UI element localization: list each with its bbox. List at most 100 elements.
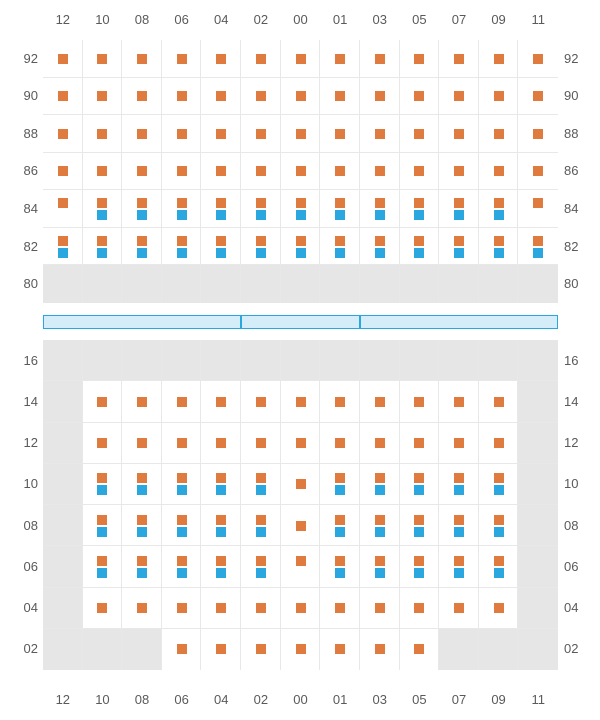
seat-marker[interactable]	[335, 129, 345, 139]
seat-marker[interactable]	[375, 129, 385, 139]
seat-marker[interactable]	[414, 644, 424, 654]
seat-marker[interactable]	[414, 603, 424, 613]
seat-marker[interactable]	[296, 644, 306, 654]
seat-marker[interactable]	[137, 91, 147, 101]
seat-marker[interactable]	[216, 473, 226, 483]
seat-marker[interactable]	[296, 91, 306, 101]
seat-marker[interactable]	[256, 397, 266, 407]
seat-marker[interactable]	[256, 91, 266, 101]
seat-marker[interactable]	[494, 556, 504, 566]
seat-marker[interactable]	[533, 236, 543, 246]
seat-marker[interactable]	[177, 603, 187, 613]
seat-marker[interactable]	[216, 644, 226, 654]
seat-marker[interactable]	[454, 473, 464, 483]
seat-marker[interactable]	[177, 527, 187, 537]
seat-marker[interactable]	[494, 210, 504, 220]
seat-marker[interactable]	[454, 166, 464, 176]
seat-marker[interactable]	[177, 198, 187, 208]
seat-marker[interactable]	[137, 603, 147, 613]
seat-marker[interactable]	[256, 198, 266, 208]
seat-marker[interactable]	[414, 485, 424, 495]
seat-marker[interactable]	[137, 397, 147, 407]
seat-marker[interactable]	[414, 54, 424, 64]
seat-marker[interactable]	[296, 479, 306, 489]
seat-marker[interactable]	[375, 397, 385, 407]
seat-marker[interactable]	[296, 438, 306, 448]
seat-marker[interactable]	[335, 438, 345, 448]
seat-marker[interactable]	[256, 166, 266, 176]
seat-marker[interactable]	[97, 54, 107, 64]
seat-marker[interactable]	[414, 515, 424, 525]
seat-marker[interactable]	[335, 556, 345, 566]
seat-marker[interactable]	[137, 166, 147, 176]
seat-marker[interactable]	[335, 397, 345, 407]
seat-marker[interactable]	[494, 397, 504, 407]
seat-marker[interactable]	[216, 527, 226, 537]
seat-marker[interactable]	[256, 473, 266, 483]
seat-marker[interactable]	[375, 438, 385, 448]
seat-marker[interactable]	[335, 54, 345, 64]
seat-marker[interactable]	[414, 556, 424, 566]
seat-marker[interactable]	[137, 236, 147, 246]
seat-marker[interactable]	[454, 485, 464, 495]
seat-marker[interactable]	[216, 248, 226, 258]
seat-marker[interactable]	[296, 556, 306, 566]
seat-marker[interactable]	[97, 556, 107, 566]
seat-marker[interactable]	[177, 438, 187, 448]
seat-marker[interactable]	[375, 644, 385, 654]
seat-marker[interactable]	[414, 236, 424, 246]
seat-marker[interactable]	[256, 236, 266, 246]
seat-marker[interactable]	[137, 248, 147, 258]
seat-marker[interactable]	[296, 210, 306, 220]
seat-marker[interactable]	[533, 248, 543, 258]
seat-marker[interactable]	[137, 438, 147, 448]
seat-marker[interactable]	[375, 210, 385, 220]
seat-marker[interactable]	[375, 556, 385, 566]
seat-marker[interactable]	[454, 397, 464, 407]
seat-marker[interactable]	[454, 515, 464, 525]
seat-marker[interactable]	[454, 438, 464, 448]
seat-marker[interactable]	[216, 210, 226, 220]
seat-marker[interactable]	[97, 198, 107, 208]
seat-marker[interactable]	[137, 198, 147, 208]
seat-marker[interactable]	[296, 166, 306, 176]
seat-marker[interactable]	[494, 166, 504, 176]
seat-marker[interactable]	[216, 515, 226, 525]
seat-marker[interactable]	[494, 438, 504, 448]
seat-marker[interactable]	[375, 568, 385, 578]
seat-marker[interactable]	[137, 556, 147, 566]
seat-marker[interactable]	[296, 521, 306, 531]
seat-marker[interactable]	[375, 473, 385, 483]
seat-marker[interactable]	[454, 527, 464, 537]
seat-marker[interactable]	[375, 91, 385, 101]
seat-marker[interactable]	[335, 568, 345, 578]
seat-marker[interactable]	[256, 527, 266, 537]
seat-marker[interactable]	[137, 210, 147, 220]
seat-marker[interactable]	[414, 527, 424, 537]
seat-marker[interactable]	[335, 210, 345, 220]
seat-marker[interactable]	[216, 166, 226, 176]
seat-marker[interactable]	[97, 473, 107, 483]
seat-marker[interactable]	[533, 166, 543, 176]
seat-marker[interactable]	[256, 485, 266, 495]
seat-marker[interactable]	[335, 236, 345, 246]
seat-marker[interactable]	[177, 54, 187, 64]
seat-marker[interactable]	[454, 54, 464, 64]
seat-marker[interactable]	[494, 54, 504, 64]
seat-marker[interactable]	[494, 527, 504, 537]
seat-marker[interactable]	[335, 91, 345, 101]
seat-marker[interactable]	[414, 397, 424, 407]
seat-marker[interactable]	[494, 568, 504, 578]
seat-marker[interactable]	[58, 129, 68, 139]
seat-marker[interactable]	[454, 210, 464, 220]
seat-marker[interactable]	[454, 568, 464, 578]
seat-marker[interactable]	[335, 248, 345, 258]
seat-marker[interactable]	[216, 556, 226, 566]
seat-marker[interactable]	[216, 129, 226, 139]
seat-marker[interactable]	[375, 166, 385, 176]
seat-marker[interactable]	[58, 91, 68, 101]
seat-marker[interactable]	[335, 166, 345, 176]
seat-marker[interactable]	[454, 248, 464, 258]
seat-marker[interactable]	[177, 248, 187, 258]
seat-marker[interactable]	[177, 91, 187, 101]
